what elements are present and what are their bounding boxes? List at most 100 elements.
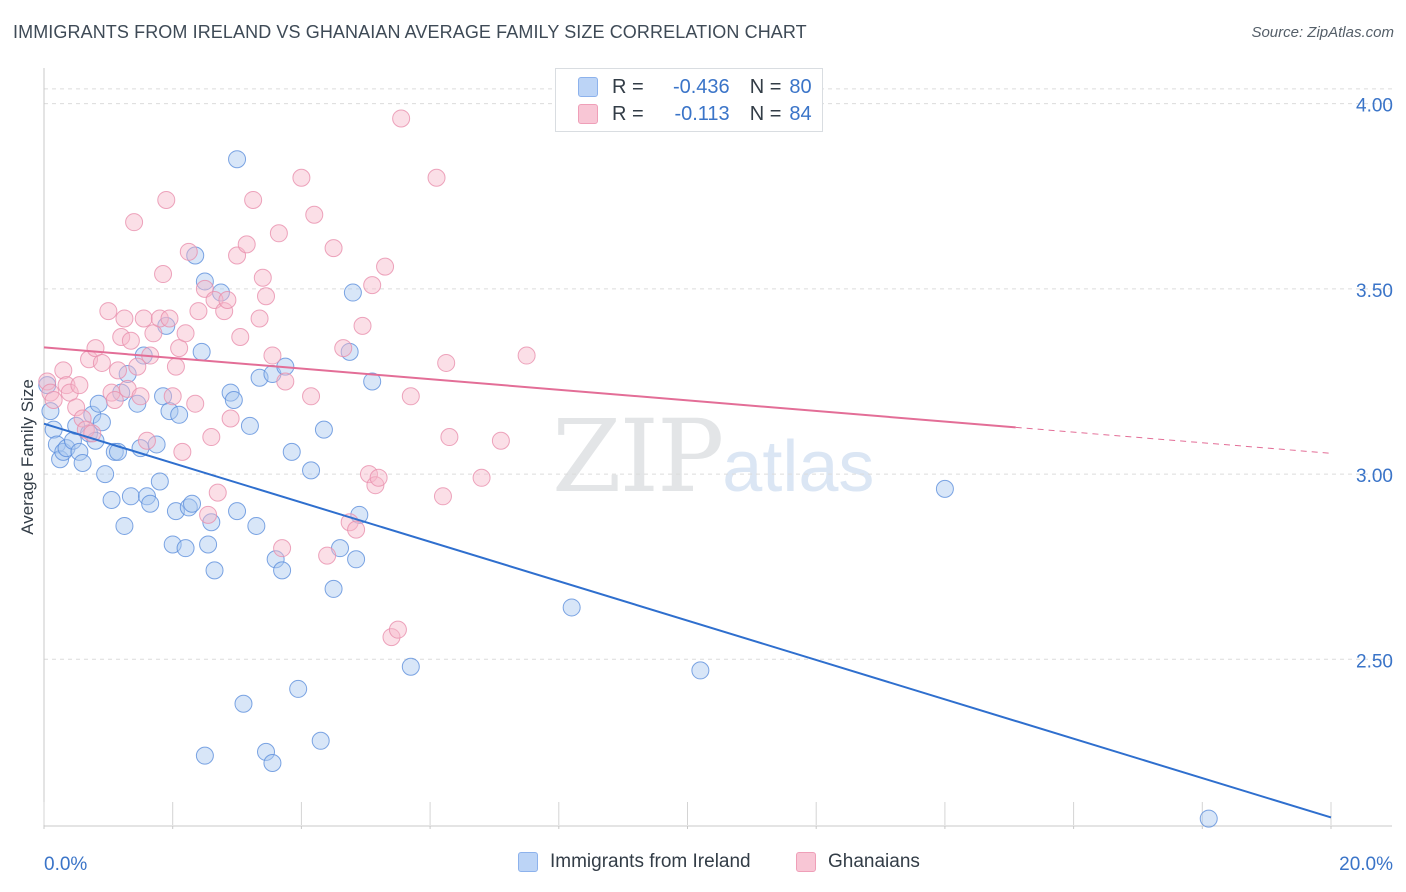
ireland-point [314,420,333,439]
ireland-point [170,405,189,424]
ghanaian-point [215,302,234,321]
ghanaian-point [125,213,144,232]
ghanaian-point [318,546,337,565]
ireland-point [240,416,259,435]
ghanaian-point [440,428,459,447]
ghanaian-point [388,620,407,639]
x-tick-label-min: 0.0% [44,854,87,875]
bottom-legend-ghanaians: Ghanaians [796,851,920,873]
ireland-point [102,491,121,510]
ghanaian-point [199,505,218,524]
ireland-point [266,550,285,569]
legend-r-label: R = [612,75,644,98]
ireland-point [150,472,169,491]
ghanaian-point [302,387,321,406]
ghanaian-point [163,387,182,406]
ghanaian-point [105,390,124,409]
y-tick-label: 4.00 [1356,96,1393,117]
ghanaian-point [221,409,240,428]
ireland-point [302,461,321,480]
bottom-legend-swatch-ghanaians [796,852,816,872]
ghanaian-point [237,235,256,254]
ghanaian-point [70,376,89,395]
ghanaian-point [369,468,388,487]
ireland-point [562,598,581,617]
ghanaian-point [121,331,140,350]
ghanaian-point [276,372,295,391]
ireland-point [273,561,292,580]
ghanaian-point [128,357,147,376]
ghanaian-point [382,628,401,647]
legend-r-value-ireland: -0.436 [672,75,730,98]
ghanaian-point [150,309,169,328]
ghanaian-trend-line-extension [1015,426,1332,454]
ghanaian-point [176,324,195,343]
ghanaian-point [115,309,134,328]
ghanaian-point [472,468,491,487]
ireland-point [121,487,140,506]
ireland-point [118,365,137,384]
ireland-point [141,494,160,513]
ghanaian-point [347,520,366,539]
ghanaian-point [250,309,269,328]
ireland-point [691,661,710,680]
ghanaian-point [257,287,276,306]
ireland-point [263,754,282,773]
legend-swatch-ghanaians [578,104,598,124]
ireland-point [199,535,218,554]
ghanaian-point [134,309,153,328]
ghanaian-point [109,361,128,380]
ghanaian-point [517,346,536,365]
ireland-point [115,516,134,535]
ghanaian-point [273,539,292,558]
ghanaian-point [202,428,221,447]
ghanaian-point [269,224,288,243]
ghanaian-point [99,302,118,321]
ghanaian-point [73,409,92,428]
ghanaian-point [376,257,395,276]
ireland-point [228,150,247,169]
zipatlas-watermark: ZIPatlas [552,398,874,515]
ghanaian-point [363,276,382,295]
ghanaian-point [60,383,79,402]
y-tick-label: 3.50 [1356,281,1393,302]
ireland-point [282,442,301,461]
tick-labels: 2.50 3.00 3.50 4.00 0.0% 20.0% [44,96,1393,875]
x-tick-label-max: 20.0% [1339,854,1393,875]
ghanaian-point [392,109,411,128]
legend-r-value-ghanaians: -0.113 [674,102,730,125]
ireland-point [195,746,214,765]
ghanaian-point [137,431,156,450]
ireland-trend-line [43,422,1332,819]
ireland-point [154,387,173,406]
ghanaian-point [67,398,86,417]
bottom-legend-swatch-ireland [518,852,538,872]
ghanaian-trend-line [43,346,1016,429]
ireland-point [401,657,420,676]
gridlines [44,88,1392,660]
ireland-point [343,283,362,302]
ghanaian-point [263,346,282,365]
ireland-point [147,435,166,454]
ghanaian-point [112,328,131,347]
ireland-point [83,405,102,424]
ireland-point [228,502,247,521]
ghanaian-point [166,357,185,376]
ghanaian-point [144,324,163,343]
ghanaian-point [244,190,263,209]
axes [43,68,1392,829]
legend-swatch-ireland [578,77,598,97]
ghanaian-point [334,339,353,358]
ireland-point [289,679,308,698]
ghanaian-point [231,328,250,347]
ireland-point [363,372,382,391]
ireland-point [73,453,92,472]
y-tick-label: 3.00 [1356,466,1393,487]
data-points [38,109,1218,828]
ireland-point [44,420,63,439]
y-axis-label: Average Family Size [18,379,37,535]
ireland-point [195,272,214,291]
ghanaian-point [353,316,372,335]
ireland-point [183,494,202,513]
